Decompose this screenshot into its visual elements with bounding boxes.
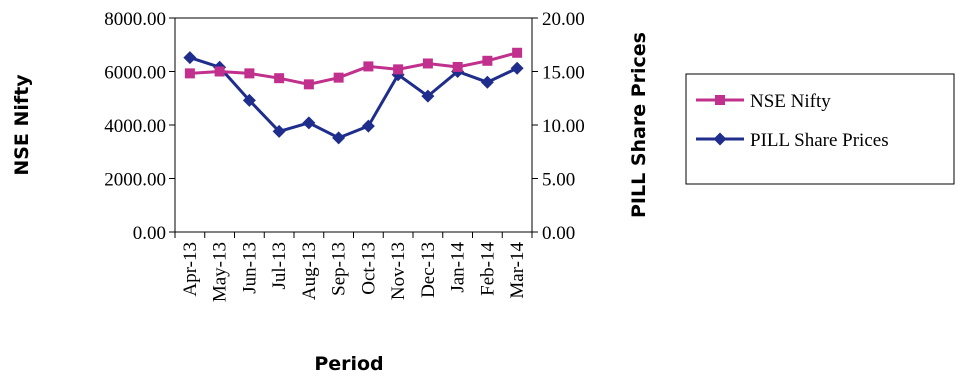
nse-nifty-point (393, 64, 404, 75)
x-tick-label: Oct-13 (358, 242, 379, 295)
x-tick-label: May-13 (210, 242, 231, 302)
nse-nifty-point (184, 68, 195, 79)
legend-label-pill-share-prices: PILL Share Prices (750, 130, 889, 151)
x-tick-label: Aug-13 (299, 242, 320, 300)
y-tick-label: 8000.00 (104, 9, 166, 30)
x-tick-label: Sep-13 (329, 242, 350, 296)
x-axis-title: Period (314, 353, 383, 375)
pill-share-prices-point (272, 124, 286, 138)
legend-marker-pill-share-prices (713, 132, 727, 146)
x-tick-label: Jan-14 (448, 242, 469, 293)
pill-share-prices-line (189, 56, 518, 140)
y-axis-title: NSE Nifty (11, 74, 33, 176)
legend-box (685, 73, 955, 185)
legend: NSE Nifty PILL Share Prices (685, 73, 955, 185)
nse-nifty-point (422, 58, 433, 69)
pill-share-prices-point (332, 131, 346, 145)
pill-share-prices-point (242, 93, 256, 107)
plot-area (174, 17, 533, 233)
y-tick-label: 4000.00 (104, 116, 166, 137)
nse-nifty-point (214, 66, 225, 77)
nse-nifty-point (274, 73, 285, 84)
nse-nifty-point (452, 61, 463, 72)
pill-share-prices-point (183, 51, 197, 65)
pill-share-prices-point (480, 75, 494, 89)
x-tick-label: Mar-14 (507, 242, 528, 299)
x-tick-label: Jul-13 (269, 242, 290, 290)
pill-share-prices-point (421, 89, 435, 103)
x-axis: Apr-13 May-13 Jun-13 Jul-13 Aug-13 Sep-13 Oct-… (174, 232, 533, 302)
nse-nifty-point (482, 55, 493, 66)
series-layer (183, 47, 524, 145)
legend-marker-nse-nifty (715, 95, 725, 105)
y2-tick-label: 10.00 (542, 116, 585, 137)
x-tick-label: Dec-13 (418, 242, 439, 298)
y2-tick-label: 5.00 (542, 170, 575, 191)
y2-tick-label: 15.00 (542, 63, 585, 84)
legend-label-nse-nifty: NSE Nifty (750, 91, 831, 112)
y2-tick-label: 20.00 (542, 9, 585, 30)
pill-share-prices-point (302, 116, 316, 130)
nse-nifty-point (333, 72, 344, 83)
y-tick-label: 0.00 (133, 223, 166, 244)
y2-tick-label: 0.00 (542, 223, 575, 244)
x-tick-label: Nov-13 (388, 242, 409, 300)
x-tick-label: Feb-14 (477, 242, 498, 296)
x-tick-label: Jun-13 (239, 242, 260, 294)
nse-nifty-point (303, 79, 314, 90)
nse-nifty-point (363, 61, 374, 72)
nse-nifty-point (244, 68, 255, 79)
y-axis-right: 0.00 5.00 10.00 15.00 20.00 (532, 9, 585, 244)
x-tick-label: Apr-13 (180, 242, 201, 297)
y-tick-label: 6000.00 (104, 63, 166, 84)
y-axis-left: 0.00 2000.00 4000.00 6000.00 8000.00 (104, 9, 175, 244)
pill-share-prices-point (361, 119, 375, 133)
y-tick-label: 2000.00 (104, 170, 166, 191)
nse-nifty-point (512, 47, 523, 58)
pill-share-prices-point (510, 61, 524, 75)
y2-axis-title: PILL Share Prices (628, 32, 650, 218)
